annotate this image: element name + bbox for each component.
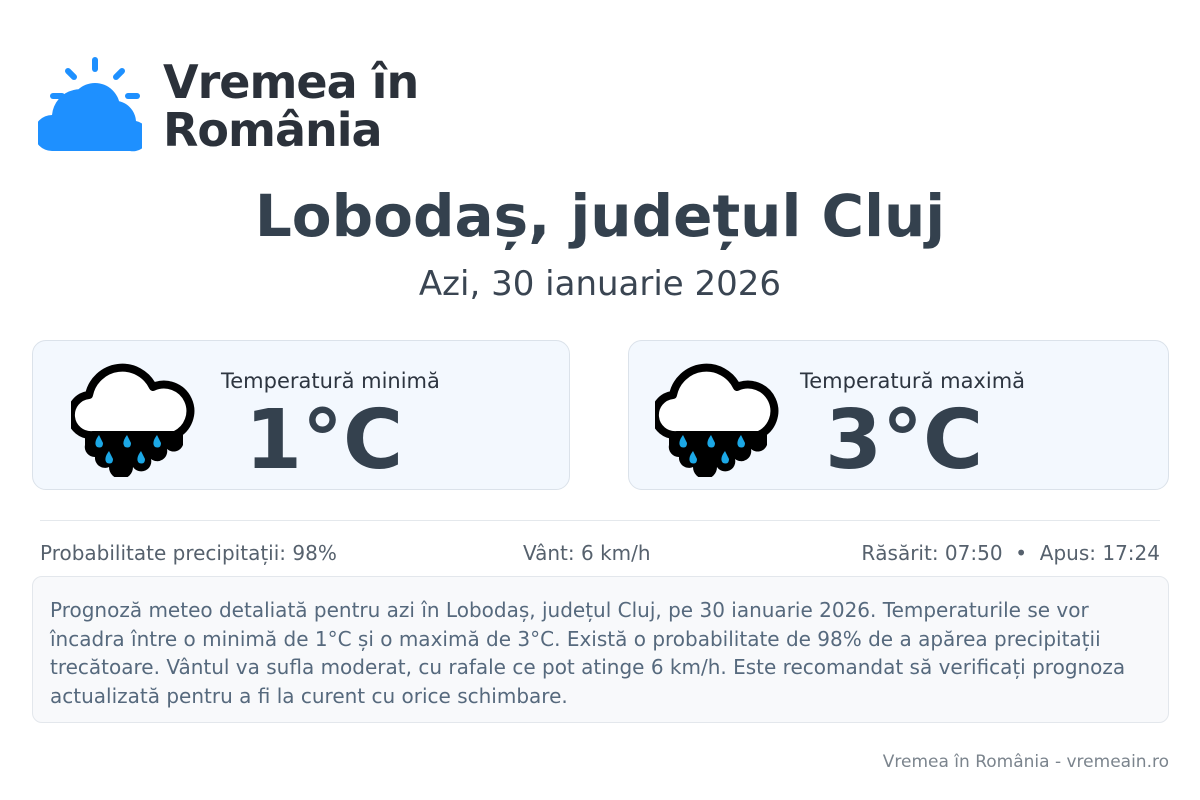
- page-title: Lobodaș, județul Cluj: [254, 182, 946, 250]
- logo-icon: [34, 56, 149, 156]
- divider: [40, 520, 1160, 521]
- wind-stat: Vânt: 6 km/h: [523, 541, 651, 565]
- max-temp-value: 3°C: [825, 393, 984, 488]
- forecast-description: Prognoză meteo detaliată pentru azi în L…: [32, 576, 1169, 723]
- max-temp-label: Temperatură maximă: [800, 369, 1026, 393]
- min-temp-card: Temperatură minimă 1°C: [32, 340, 570, 490]
- min-temp-value: 1°C: [245, 393, 404, 488]
- min-temp-label: Temperatură minimă: [221, 369, 440, 393]
- max-temp-card: Temperatură maximă 3°C: [628, 340, 1169, 490]
- rain-cloud-icon: [655, 363, 779, 477]
- rain-cloud-icon: [71, 363, 195, 477]
- logo-text[interactable]: Vremea în România: [163, 55, 419, 157]
- logo-line-1: Vremea în: [163, 55, 419, 109]
- sun-times-stat: Răsărit: 07:50 • Apus: 17:24: [861, 541, 1160, 565]
- forecast-date: Azi, 30 ianuarie 2026: [418, 264, 782, 304]
- precipitation-stat: Probabilitate precipitații: 98%: [40, 541, 337, 565]
- logo-line-2: România: [163, 103, 383, 157]
- footer-credit[interactable]: Vremea în România - vremeain.ro: [882, 752, 1169, 772]
